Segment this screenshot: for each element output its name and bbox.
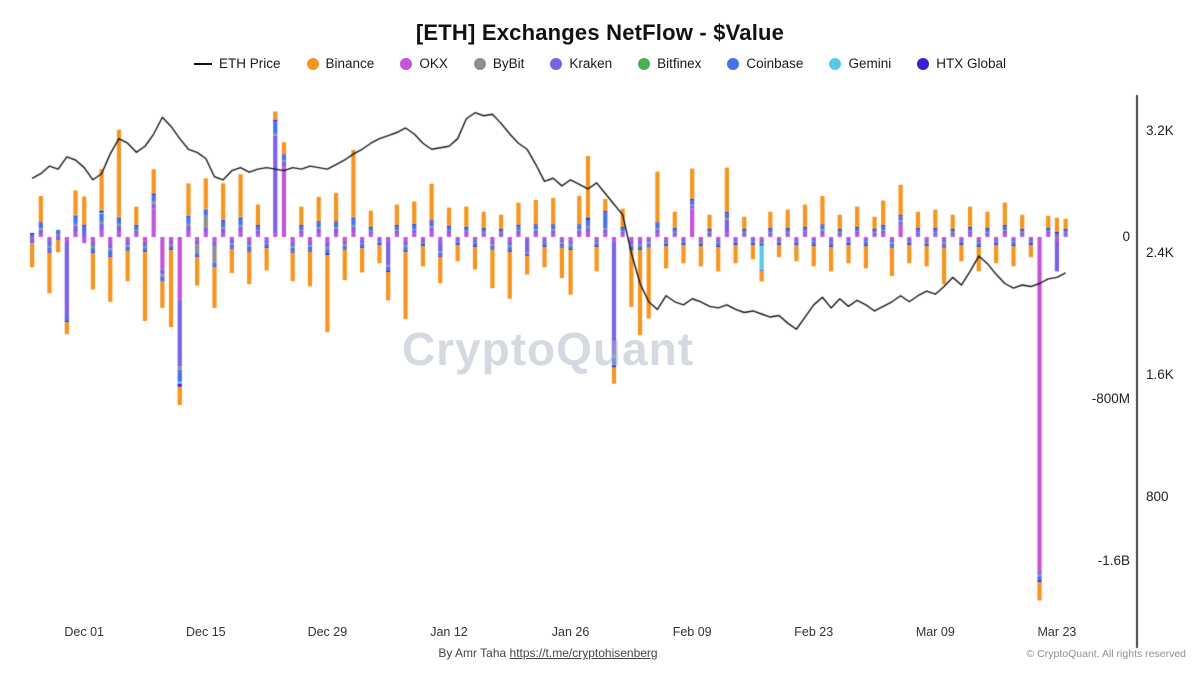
copyright-notice: © CryptoQuant. All rights reserved [1026, 648, 1186, 660]
series-dot-icon [306, 57, 319, 70]
x-tick-label: Feb 09 [672, 625, 712, 639]
price-tick-label: 800 [1146, 489, 1169, 504]
netflow-tick-label: -800M [1091, 391, 1130, 406]
legend-label: Gemini [848, 56, 892, 71]
legend-item-gemini[interactable]: Gemini [829, 56, 891, 71]
price-tick-label: 1.6K [1146, 367, 1174, 382]
price-tick-label: 3.2K [1146, 123, 1174, 138]
legend-label: Coinbase [746, 56, 804, 71]
netflow-tick-label: -1.6B [1097, 553, 1130, 568]
legend-item-bybit[interactable]: ByBit [473, 56, 525, 71]
legend-item-kraken[interactable]: Kraken [550, 56, 612, 71]
chart-legend: ETH Price Binance OKX ByBit Kraken Bitfinex Co… [0, 56, 1200, 71]
series-dot-icon [829, 57, 842, 70]
x-tick-label: Dec 29 [307, 625, 348, 639]
x-tick-label: Mar 23 [1037, 625, 1077, 639]
telegram-link[interactable]: https://t.me/cryptohisenberg [509, 646, 658, 660]
x-tick-label: Mar 09 [915, 625, 955, 639]
x-tick-label: Jan 12 [430, 625, 468, 639]
series-dot-icon [550, 57, 563, 70]
series-dot-icon [473, 57, 486, 70]
chart-title: [ETH] Exchanges NetFlow - $Value [415, 20, 785, 45]
price-line-icon [194, 62, 212, 65]
series-dot-icon [727, 57, 740, 70]
legend-label: ByBit [492, 56, 525, 71]
x-tick-label: Dec 01 [64, 625, 105, 639]
series-dot-icon [917, 57, 930, 70]
legend-item-htx-global[interactable]: HTX Global [917, 56, 1006, 71]
legend-item-bitfinex[interactable]: Bitfinex [638, 56, 701, 71]
legend-item-binance[interactable]: Binance [306, 56, 375, 71]
byline-text: By Amr Taha [438, 646, 510, 660]
legend-label: Binance [325, 56, 375, 71]
price-tick-label: 2.4K [1146, 245, 1174, 260]
netflow-tick-label: 0 [1122, 229, 1130, 244]
legend-label: HTX Global [936, 56, 1006, 71]
legend-label: Kraken [569, 56, 613, 71]
x-tick-label: Dec 15 [185, 625, 226, 639]
legend-label: Bitfinex [657, 56, 702, 71]
footer-byline: By Amr Taha https://t.me/cryptohisenberg [0, 646, 1096, 660]
x-tick-label: Jan 26 [551, 625, 590, 639]
series-dot-icon [400, 57, 413, 70]
legend-item-eth-price[interactable]: ETH Price [194, 56, 281, 71]
legend-label: ETH Price [219, 56, 281, 71]
x-tick-label: Feb 23 [794, 625, 834, 639]
legend-item-okx[interactable]: OKX [400, 56, 448, 71]
legend-label: OKX [419, 56, 448, 71]
legend-item-coinbase[interactable]: Coinbase [727, 56, 803, 71]
series-dot-icon [638, 57, 651, 70]
